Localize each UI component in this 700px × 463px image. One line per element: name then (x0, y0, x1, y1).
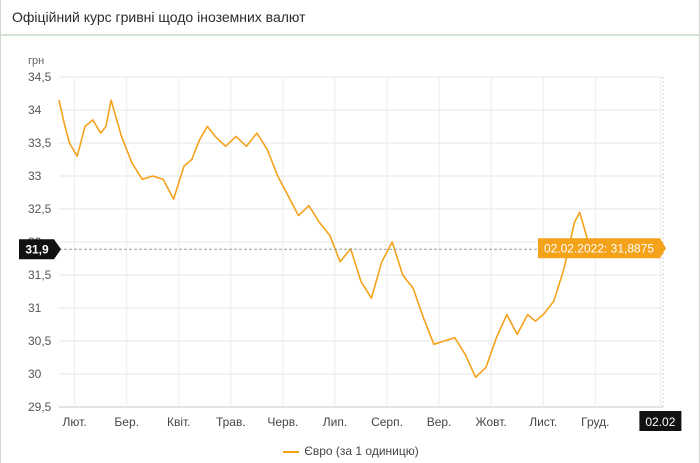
y-tick-label: 32,5 (28, 202, 52, 216)
y-tick-label: 31 (28, 301, 42, 315)
x-tick-label: Вер. (427, 415, 452, 429)
x-tick-label: Черв. (267, 415, 298, 429)
tooltip-bg (538, 238, 666, 259)
y-tick-label: 29,5 (28, 400, 52, 414)
x-tick-label: Груд. (581, 415, 609, 429)
y-tick-label: 30,5 (28, 334, 52, 348)
x-tick-label: Бер. (114, 415, 139, 429)
tooltip-text: 02.02.2022: 31,8875 (544, 241, 654, 255)
series-line-group (58, 99, 664, 379)
y-tick-label: 34,5 (28, 70, 52, 84)
y-tick-label: 30 (28, 367, 42, 381)
x-tick-label: Квіт. (167, 415, 191, 429)
y-tick-label: 33,5 (28, 136, 52, 150)
y-tick-label: 31,5 (28, 268, 52, 282)
x-tick-label: Лют. (63, 415, 87, 429)
x-current-label-bg (639, 411, 682, 431)
series-line-euro[interactable] (58, 99, 664, 379)
x-tick-label: Лист. (529, 415, 557, 429)
widget-title: Офіційний курс гривні щодо іноземних вал… (1, 0, 699, 36)
x-tick-label: Трав. (216, 415, 246, 429)
crosshair-label: 31,9 (25, 242, 49, 256)
x-tick-label-current: 02.02 (645, 415, 675, 429)
x-tick-label: Серп. (371, 415, 403, 429)
legend[interactable]: Євро (за 1 одиницю) (1, 444, 700, 458)
crosshair: 31,9 02.02.2022: 31,8875 (19, 238, 666, 260)
x-axis-ticks: Лют. Бер. Квіт. Трав. Черв. Лип. Серп. Вер. Жовт… (63, 411, 682, 431)
legend-label: Євро (за 1 одиницю) (304, 444, 419, 458)
y-axis-unit: грн (28, 55, 44, 67)
legend-swatch (283, 450, 300, 453)
x-tick-label: Жовт. (476, 415, 507, 429)
y-tick-label: 34 (28, 103, 42, 117)
x-tick-label: Лип. (323, 415, 347, 429)
y-tick-label: 33 (28, 169, 42, 183)
crosshair-label-bg (19, 239, 61, 260)
